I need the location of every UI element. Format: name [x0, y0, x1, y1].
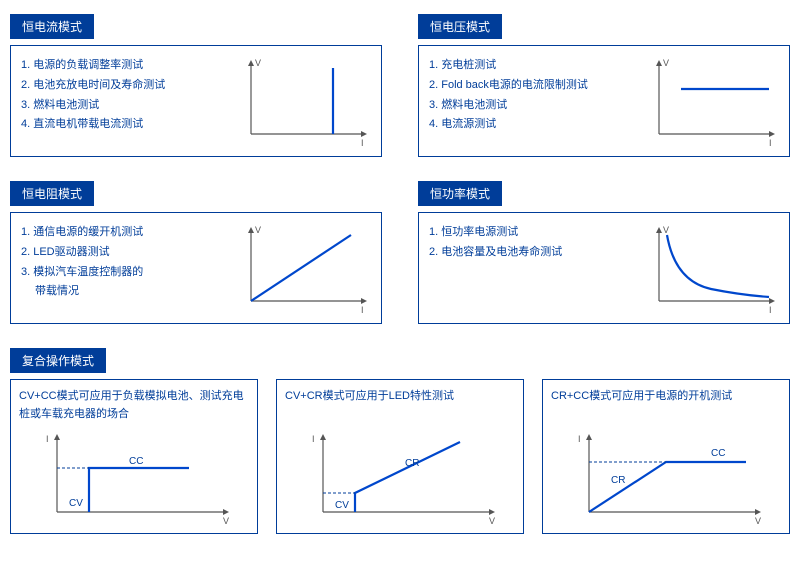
- row-bottom: CV+CC模式可应用于负载模拟电池、测试充电桩或车载充电器的场合 I V: [10, 379, 790, 534]
- panel-box: CR+CC模式可应用于电源的开机测试 I V CR: [542, 379, 790, 534]
- y-axis-label: I: [578, 434, 581, 444]
- panel-title: 恒电压模式: [418, 14, 502, 39]
- panel-desc: CV+CC模式可应用于负载模拟电池、测试充电桩或车载充电器的场合: [19, 388, 249, 426]
- axes: V I: [656, 225, 775, 315]
- y-axis-label: V: [255, 58, 261, 68]
- cv-curve-svg: V I: [641, 54, 781, 149]
- x-axis-label: I: [361, 305, 364, 315]
- cr-line: [251, 235, 351, 301]
- cvcc-curve: [89, 468, 189, 512]
- cc-curve-svg: V I: [233, 54, 373, 149]
- label-cv: CV: [69, 498, 83, 509]
- chart-crcc: I V CR CC: [551, 426, 781, 529]
- list-item: 4. 直流电机带载电流测试: [21, 115, 214, 135]
- panel-box: 1. 充电桩测试 2. Fold back电源的电流限制测试 3. 燃料电池测试…: [418, 45, 790, 157]
- panel-cv-mode: 恒电压模式 1. 充电桩测试 2. Fold back电源的电流限制测试 3. …: [418, 14, 790, 157]
- x-axis-label: V: [489, 516, 495, 526]
- list-item: 1. 电源的负载调整率测试: [21, 56, 214, 76]
- panel-crcc: CR+CC模式可应用于电源的开机测试 I V CR: [542, 379, 790, 534]
- list-item: 1. 恒功率电源测试: [429, 223, 622, 243]
- x-axis-label: V: [755, 516, 761, 526]
- axes: I V: [312, 434, 495, 526]
- list-item: 2. 电池容量及电池寿命测试: [429, 243, 622, 263]
- y-axis-label: V: [663, 58, 669, 68]
- panel-box: 1. 恒功率电源测试 2. 电池容量及电池寿命测试 V I: [418, 212, 790, 324]
- axes: V I: [248, 225, 367, 315]
- y-axis-label: I: [312, 434, 315, 444]
- panel-cc-mode: 恒电流模式 1. 电源的负载调整率测试 2. 电池充放电时间及寿命测试 3. 燃…: [10, 14, 382, 157]
- chart-cvcc: I V CV CC: [19, 426, 249, 529]
- cvcr-svg: I V CV CR: [295, 428, 505, 528]
- label-cc: CC: [711, 448, 725, 459]
- label-cv: CV: [335, 500, 349, 511]
- chart-cp: V I: [632, 213, 789, 323]
- section-composite: 复合操作模式 CV+CC模式可应用于负载模拟电池、测试充电桩或车载充电器的场合 …: [10, 348, 790, 534]
- crcc-svg: I V CR CC: [561, 428, 771, 528]
- x-axis-label: I: [769, 138, 772, 148]
- chart-cc: V I: [224, 46, 381, 156]
- cp-curve: [667, 235, 769, 297]
- panel-cvcr: CV+CR模式可应用于LED特性测试 I V CV: [276, 379, 524, 534]
- label-cr: CR: [611, 475, 625, 486]
- panel-cvcc: CV+CC模式可应用于负载模拟电池、测试充电桩或车载充电器的场合 I V: [10, 379, 258, 534]
- panel-title: 恒功率模式: [418, 181, 502, 206]
- row-mid: 恒电阻模式 1. 通信电源的缓开机测试 2. LED驱动器测试 3. 模拟汽车温…: [10, 181, 790, 324]
- x-axis-label: I: [769, 305, 772, 315]
- section-title: 复合操作模式: [10, 348, 106, 373]
- cr-curve-svg: V I: [233, 221, 373, 316]
- list-item: 3. 模拟汽车温度控制器的: [21, 263, 214, 283]
- panel-box: CV+CR模式可应用于LED特性测试 I V CV: [276, 379, 524, 534]
- panel-box: CV+CC模式可应用于负载模拟电池、测试充电桩或车载充电器的场合 I V: [10, 379, 258, 534]
- panel-list: 1. 充电桩测试 2. Fold back电源的电流限制测试 3. 燃料电池测试…: [419, 46, 632, 156]
- y-axis-label: V: [663, 225, 669, 235]
- panel-box: 1. 通信电源的缓开机测试 2. LED驱动器测试 3. 模拟汽车温度控制器的 …: [10, 212, 382, 324]
- list-item: 3. 燃料电池测试: [21, 96, 214, 116]
- panel-title: 恒电阻模式: [10, 181, 94, 206]
- y-axis-label: V: [255, 225, 261, 235]
- cp-curve-svg: V I: [641, 221, 781, 316]
- list-item: 3. 燃料电池测试: [429, 96, 622, 116]
- x-axis-label: V: [223, 516, 229, 526]
- list-item: 2. LED驱动器测试: [21, 243, 214, 263]
- list-item: 2. 电池充放电时间及寿命测试: [21, 76, 214, 96]
- crcc-curve: [589, 462, 746, 512]
- panel-list: 1. 通信电源的缓开机测试 2. LED驱动器测试 3. 模拟汽车温度控制器的 …: [11, 213, 224, 323]
- cvcc-svg: I V CV CC: [29, 428, 239, 528]
- chart-cvcr: I V CV CR: [285, 426, 515, 529]
- axes: V I: [248, 58, 367, 148]
- y-axis-label: I: [46, 434, 49, 444]
- label-cr: CR: [405, 458, 419, 469]
- panel-desc: CR+CC模式可应用于电源的开机测试: [551, 388, 781, 426]
- list-item: 1. 充电桩测试: [429, 56, 622, 76]
- panel-list: 1. 电源的负载调整率测试 2. 电池充放电时间及寿命测试 3. 燃料电池测试 …: [11, 46, 224, 156]
- label-cc: CC: [129, 456, 143, 467]
- panel-list: 1. 恒功率电源测试 2. 电池容量及电池寿命测试: [419, 213, 632, 323]
- list-item: 4. 电流源测试: [429, 115, 622, 135]
- panel-cp-mode: 恒功率模式 1. 恒功率电源测试 2. 电池容量及电池寿命测试 V I: [418, 181, 790, 324]
- panel-desc: CV+CR模式可应用于LED特性测试: [285, 388, 515, 426]
- chart-cr: V I: [224, 213, 381, 323]
- panel-box: 1. 电源的负载调整率测试 2. 电池充放电时间及寿命测试 3. 燃料电池测试 …: [10, 45, 382, 157]
- chart-cv: V I: [632, 46, 789, 156]
- row-top: 恒电流模式 1. 电源的负载调整率测试 2. 电池充放电时间及寿命测试 3. 燃…: [10, 14, 790, 157]
- panel-title: 恒电流模式: [10, 14, 94, 39]
- list-item: 2. Fold back电源的电流限制测试: [429, 76, 622, 96]
- panel-cr-mode: 恒电阻模式 1. 通信电源的缓开机测试 2. LED驱动器测试 3. 模拟汽车温…: [10, 181, 382, 324]
- axes: V I: [656, 58, 775, 148]
- list-item: 带载情况: [21, 282, 214, 302]
- axes: I V: [46, 434, 229, 526]
- axes: I V: [578, 434, 761, 526]
- x-axis-label: I: [361, 138, 364, 148]
- list-item: 1. 通信电源的缓开机测试: [21, 223, 214, 243]
- cvcr-curve: [355, 442, 460, 512]
